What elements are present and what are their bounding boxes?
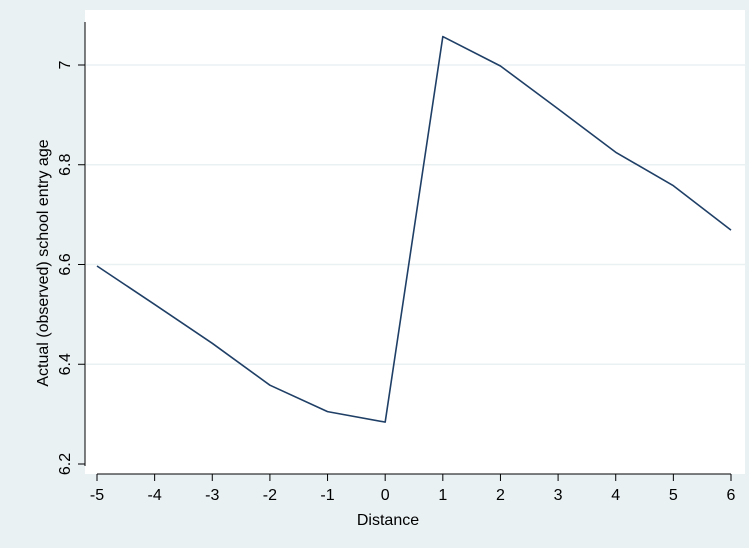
x-tick-label: -3 [205,487,219,504]
x-tick-label: 3 [554,487,563,504]
y-tick-label: 6.6 [57,253,74,275]
plot-area [85,10,745,474]
x-tick-label: -4 [148,487,162,504]
y-tick-label: 6.2 [57,453,74,475]
series-line [96,35,732,423]
x-tick-label: 4 [611,487,620,504]
x-axis-ticks: -5 -4 -3 -2 -1 0 1 2 3 4 5 6 [90,474,736,504]
x-tick-label: -5 [90,487,104,504]
y-tick-label: 6.8 [57,154,74,176]
gridlines [86,64,745,365]
x-tick-label: 6 [727,487,736,504]
y-tick-label: 7 [57,60,74,69]
x-tick-label: -1 [320,487,334,504]
x-tick-label: 1 [438,487,447,504]
series-group [96,35,732,423]
x-tick-label: 5 [669,487,678,504]
x-tick-label: 2 [496,487,505,504]
x-tick-label: -2 [263,487,277,504]
y-tick-label: 6.4 [57,353,74,375]
x-axis-title: Distance [357,512,419,529]
x-tick-label: 0 [381,487,390,504]
y-axis-title: Actual (observed) school entry age [35,139,52,386]
y-axis-ticks: 6.2 6.4 6.6 6.8 7 [57,60,85,475]
